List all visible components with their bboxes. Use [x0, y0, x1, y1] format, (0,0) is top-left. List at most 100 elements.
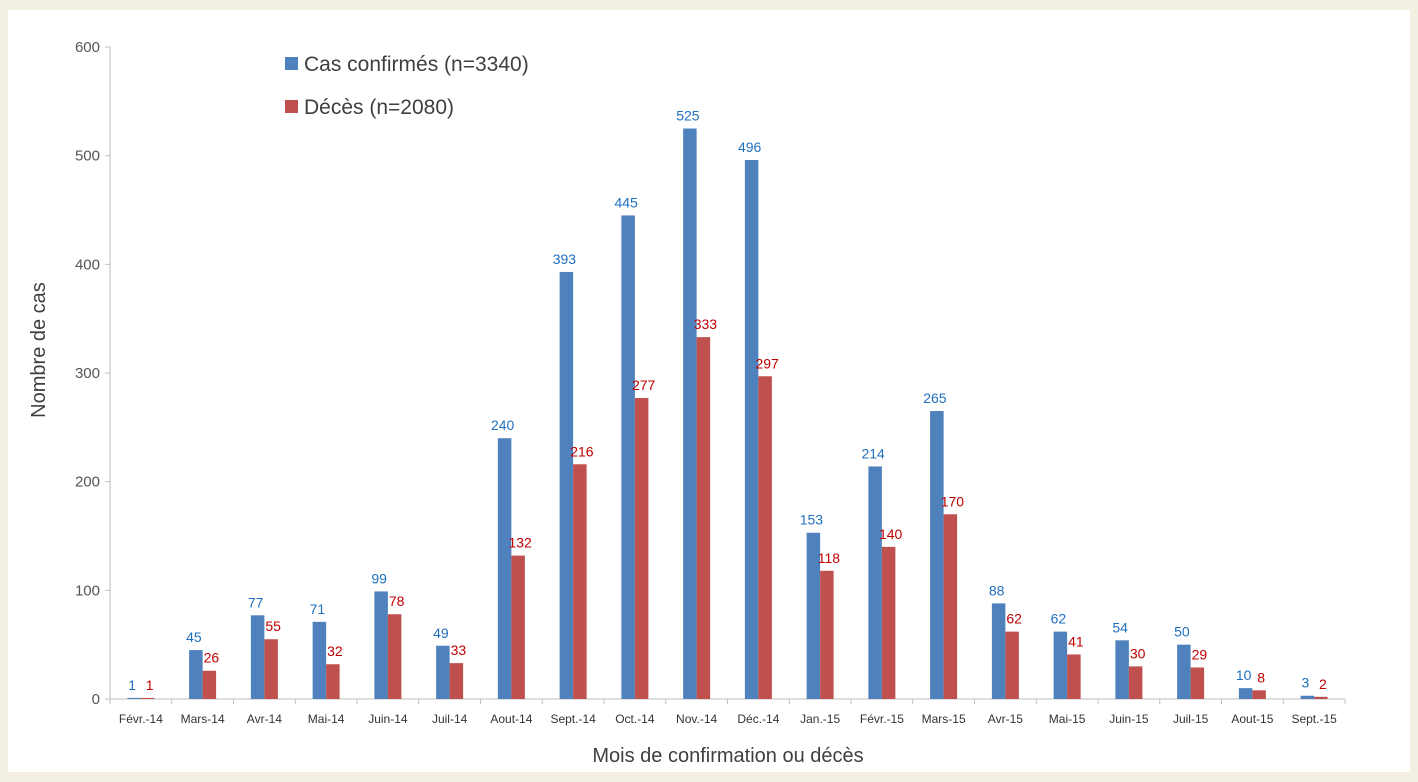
- data-label-confirmed: 393: [553, 251, 577, 267]
- bar-deaths: [264, 639, 278, 699]
- data-label-deaths: 140: [879, 526, 903, 542]
- x-tick-label: Sept.-15: [1291, 712, 1337, 726]
- bar-deaths: [1190, 667, 1205, 699]
- bar-confirmed: [683, 128, 697, 699]
- legend-label-confirmed: Cas confirmés (n=3340): [304, 53, 529, 76]
- bar-confirmed: [127, 697, 141, 699]
- x-tick-label: Sept.-14: [550, 712, 596, 726]
- bar-confirmed: [436, 645, 450, 699]
- x-tick-label: Aout-14: [490, 712, 532, 726]
- data-label-deaths: 26: [204, 650, 220, 666]
- data-label-confirmed: 445: [614, 194, 638, 210]
- bar-confirmed: [1238, 688, 1253, 699]
- data-label-deaths: 8: [1257, 669, 1265, 685]
- data-label-confirmed: 45: [186, 629, 202, 645]
- data-label-confirmed: 88: [989, 582, 1005, 598]
- y-tick-label: 600: [75, 39, 100, 56]
- data-label-deaths: 78: [389, 593, 405, 609]
- bar-confirmed: [991, 603, 1006, 699]
- x-tick-label: Déc.-14: [737, 712, 779, 726]
- bar-chart: 0 100 200 300 400 500 600 Févr.-14 Mars-14 Avr-14…: [28, 39, 1346, 767]
- bar-deaths: [202, 670, 217, 699]
- data-label-confirmed: 153: [800, 512, 824, 528]
- data-label-confirmed: 49: [433, 625, 449, 641]
- x-tick-label: Mai-15: [1049, 712, 1086, 726]
- bar-deaths: [449, 663, 464, 699]
- bar-deaths: [326, 664, 340, 699]
- bar-deaths: [1252, 690, 1266, 699]
- data-label-deaths: 118: [818, 550, 841, 566]
- bar-deaths: [943, 514, 958, 699]
- y-tick-label: 500: [75, 148, 100, 165]
- bar-confirmed: [374, 591, 388, 699]
- data-label-confirmed: 99: [371, 570, 387, 586]
- y-tick-label: 0: [92, 691, 100, 708]
- bar-confirmed: [1300, 695, 1315, 699]
- bar-deaths: [820, 570, 834, 699]
- bar-deaths: [511, 555, 525, 699]
- x-tick-label: Avr-14: [247, 712, 282, 726]
- y-tick-label: 200: [75, 474, 100, 491]
- bar-confirmed: [868, 466, 882, 699]
- data-label-confirmed: 54: [1112, 619, 1128, 635]
- data-label-deaths: 33: [451, 642, 467, 658]
- data-label-confirmed: 62: [1051, 611, 1067, 627]
- legend: Cas confirmés (n=3340) Décès (n=2080): [285, 53, 529, 119]
- bar-confirmed: [806, 532, 821, 699]
- data-label-deaths: 41: [1068, 633, 1084, 649]
- data-label-deaths: 132: [508, 535, 532, 551]
- bar-confirmed: [744, 160, 759, 700]
- data-label-deaths: 2: [1319, 676, 1327, 692]
- data-label-confirmed: 525: [676, 108, 700, 124]
- y-tick-label: 100: [75, 582, 100, 599]
- bar-confirmed: [250, 615, 265, 699]
- x-tick-label: Jan.-15: [800, 712, 840, 726]
- data-label-deaths: 1: [146, 677, 154, 693]
- x-tick-label: Avr-15: [988, 712, 1023, 726]
- x-tick-label: Févr.-15: [860, 712, 904, 726]
- data-label-deaths: 29: [1192, 646, 1208, 662]
- bar-deaths: [1128, 666, 1143, 699]
- bar-deaths: [1067, 654, 1081, 699]
- axes: 0 100 200 300 400 500 600 Févr.-14 Mars-14 Avr-14…: [75, 39, 1346, 726]
- x-axis-title: Mois de confirmation ou décès: [592, 745, 863, 767]
- data-label-deaths: 32: [327, 643, 343, 659]
- bar-confirmed: [497, 438, 512, 699]
- x-tick-label: Aout-15: [1231, 712, 1273, 726]
- y-tick-label: 300: [75, 365, 100, 382]
- bar-confirmed: [1053, 631, 1068, 699]
- data-label-confirmed: 77: [248, 594, 264, 610]
- x-tick-label: Nov.-14: [676, 712, 717, 726]
- data-label-confirmed: 71: [310, 601, 326, 617]
- bar-deaths: [1314, 696, 1328, 699]
- bar-confirmed: [559, 271, 574, 699]
- data-label-confirmed: 50: [1174, 624, 1190, 640]
- bar-confirmed: [621, 215, 635, 699]
- bar-deaths: [1005, 631, 1019, 699]
- bar-deaths: [881, 546, 896, 699]
- x-tick-label: Mars-14: [181, 712, 225, 726]
- data-label-confirmed: 240: [491, 417, 515, 433]
- x-tick-label: Oct.-14: [615, 712, 655, 726]
- x-tick-label: Juil-15: [1173, 712, 1209, 726]
- bar-deaths: [696, 337, 711, 699]
- bar-confirmed: [1177, 644, 1191, 699]
- data-label-deaths: 297: [755, 355, 779, 371]
- data-label-confirmed: 214: [861, 445, 885, 461]
- x-tick-label: Juin-15: [1109, 712, 1149, 726]
- data-label-deaths: 216: [570, 443, 594, 459]
- data-label-confirmed: 1: [128, 677, 136, 693]
- bar-deaths: [387, 614, 402, 699]
- y-axis-title: Nombre de cas: [28, 282, 50, 418]
- bar-confirmed: [1115, 640, 1129, 699]
- x-tick-label: Mai-14: [308, 712, 345, 726]
- legend-swatch-confirmed: [285, 57, 298, 70]
- bar-deaths: [634, 397, 649, 699]
- bar-deaths: [758, 376, 772, 699]
- bars: [127, 128, 1328, 700]
- x-tick-label: Févr.-14: [119, 712, 163, 726]
- y-tick-label: 400: [75, 256, 100, 273]
- legend-swatch-deaths: [285, 100, 298, 113]
